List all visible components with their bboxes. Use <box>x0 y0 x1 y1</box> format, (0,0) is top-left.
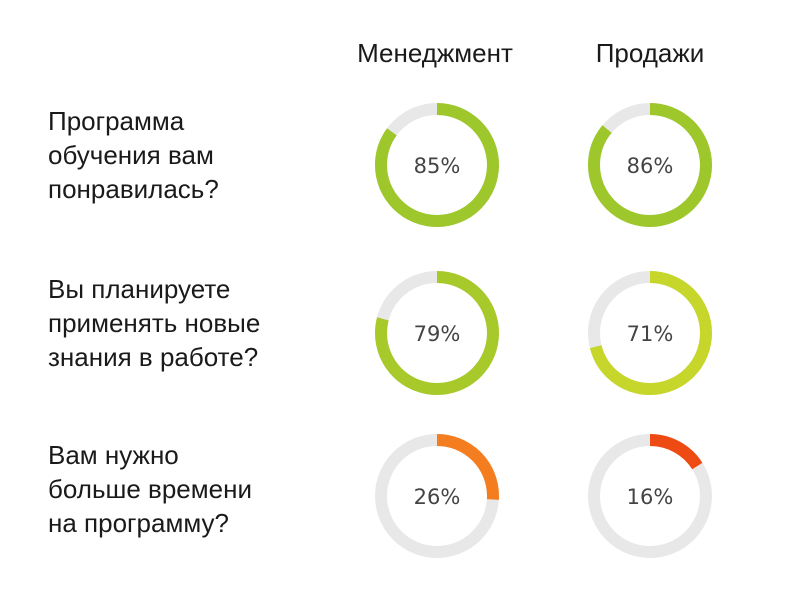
donut-percent-label: 79% <box>414 322 461 346</box>
donut-value-arc <box>588 434 712 558</box>
donut-percent-label: 86% <box>627 154 674 178</box>
question-line: Программа <box>48 106 185 136</box>
question-line: больше времени <box>48 474 252 504</box>
question-line: понравилась? <box>48 174 219 204</box>
donut-percent-label: 85% <box>414 154 461 178</box>
donut-0-0: 85% <box>375 103 499 227</box>
donut-percent-label: 16% <box>627 485 674 509</box>
donut-1-1: 71% <box>588 271 712 395</box>
donut-1-0: 79% <box>375 271 499 395</box>
question-line: знания в работе? <box>48 342 259 372</box>
donut-2-1: 16% <box>588 434 712 558</box>
donut-value-arc <box>375 103 499 227</box>
column-header-management: Менеджмент <box>357 38 513 68</box>
donut-0-1: 86% <box>588 103 712 227</box>
question-line: на программу? <box>48 508 229 538</box>
donut-value-arc <box>588 103 712 227</box>
column-header-sales: Продажи <box>595 38 705 68</box>
donut-percent-label: 71% <box>627 322 674 346</box>
donut-value-arc <box>375 434 499 558</box>
donut-value-arc <box>375 271 499 395</box>
question-liked-program: Программа обучения вам понравилась? <box>48 104 348 206</box>
question-line: Вы планируете <box>48 274 231 304</box>
donut-2-0: 26% <box>375 434 499 558</box>
question-line: обучения вам <box>48 140 214 170</box>
donut-percent-label: 26% <box>414 485 461 509</box>
question-more-time: Вам нужно больше времени на программу? <box>48 438 348 540</box>
question-line: Вам нужно <box>48 440 179 470</box>
question-line: применять новые <box>48 308 261 338</box>
donut-value-arc <box>588 271 712 395</box>
question-apply-knowledge: Вы планируете применять новые знания в р… <box>48 272 348 374</box>
